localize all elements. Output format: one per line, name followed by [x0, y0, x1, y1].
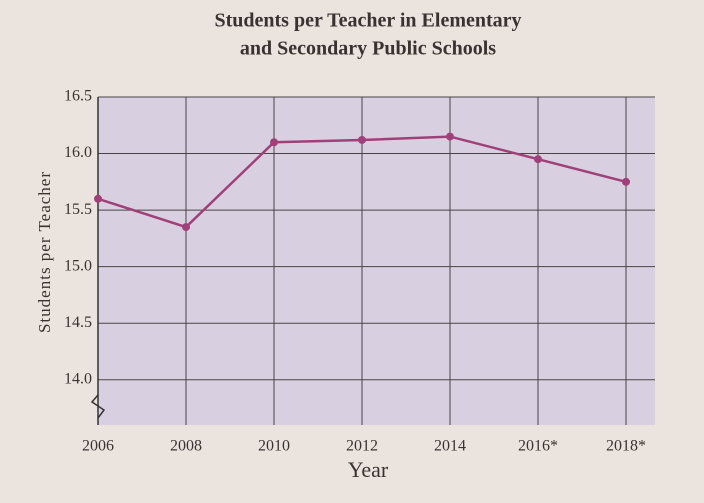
x-tick-label: 2006	[82, 438, 114, 455]
y-tick-label: 15.5	[64, 201, 92, 218]
chart-title: and Secondary Public Schools	[240, 38, 496, 60]
y-tick-label: 14.5	[64, 314, 92, 331]
y-tick-label: 14.0	[64, 370, 92, 387]
plot-area	[98, 97, 655, 425]
x-tick-label: 2016*	[518, 438, 558, 455]
data-point	[446, 132, 454, 141]
x-tick-label: 2014	[434, 438, 466, 455]
data-point	[622, 177, 630, 186]
data-point	[94, 194, 102, 203]
y-tick-label: 16.5	[64, 88, 92, 105]
x-tick-label: 2010	[258, 438, 290, 455]
data-point	[534, 155, 542, 164]
x-tick-label: 2018*	[606, 438, 646, 455]
data-point	[270, 138, 278, 147]
data-point	[358, 135, 366, 144]
data-point	[182, 223, 190, 232]
x-axis-label: Year	[348, 457, 389, 482]
y-tick-label: 16.0	[64, 144, 92, 161]
y-tick-label: 15.0	[64, 257, 92, 274]
chart-title: Students per Teacher in Elementary	[214, 10, 521, 32]
x-tick-label: 2008	[170, 438, 202, 455]
x-tick-label: 2012	[346, 438, 378, 455]
y-axis-label: Students per Teacher	[35, 171, 54, 333]
